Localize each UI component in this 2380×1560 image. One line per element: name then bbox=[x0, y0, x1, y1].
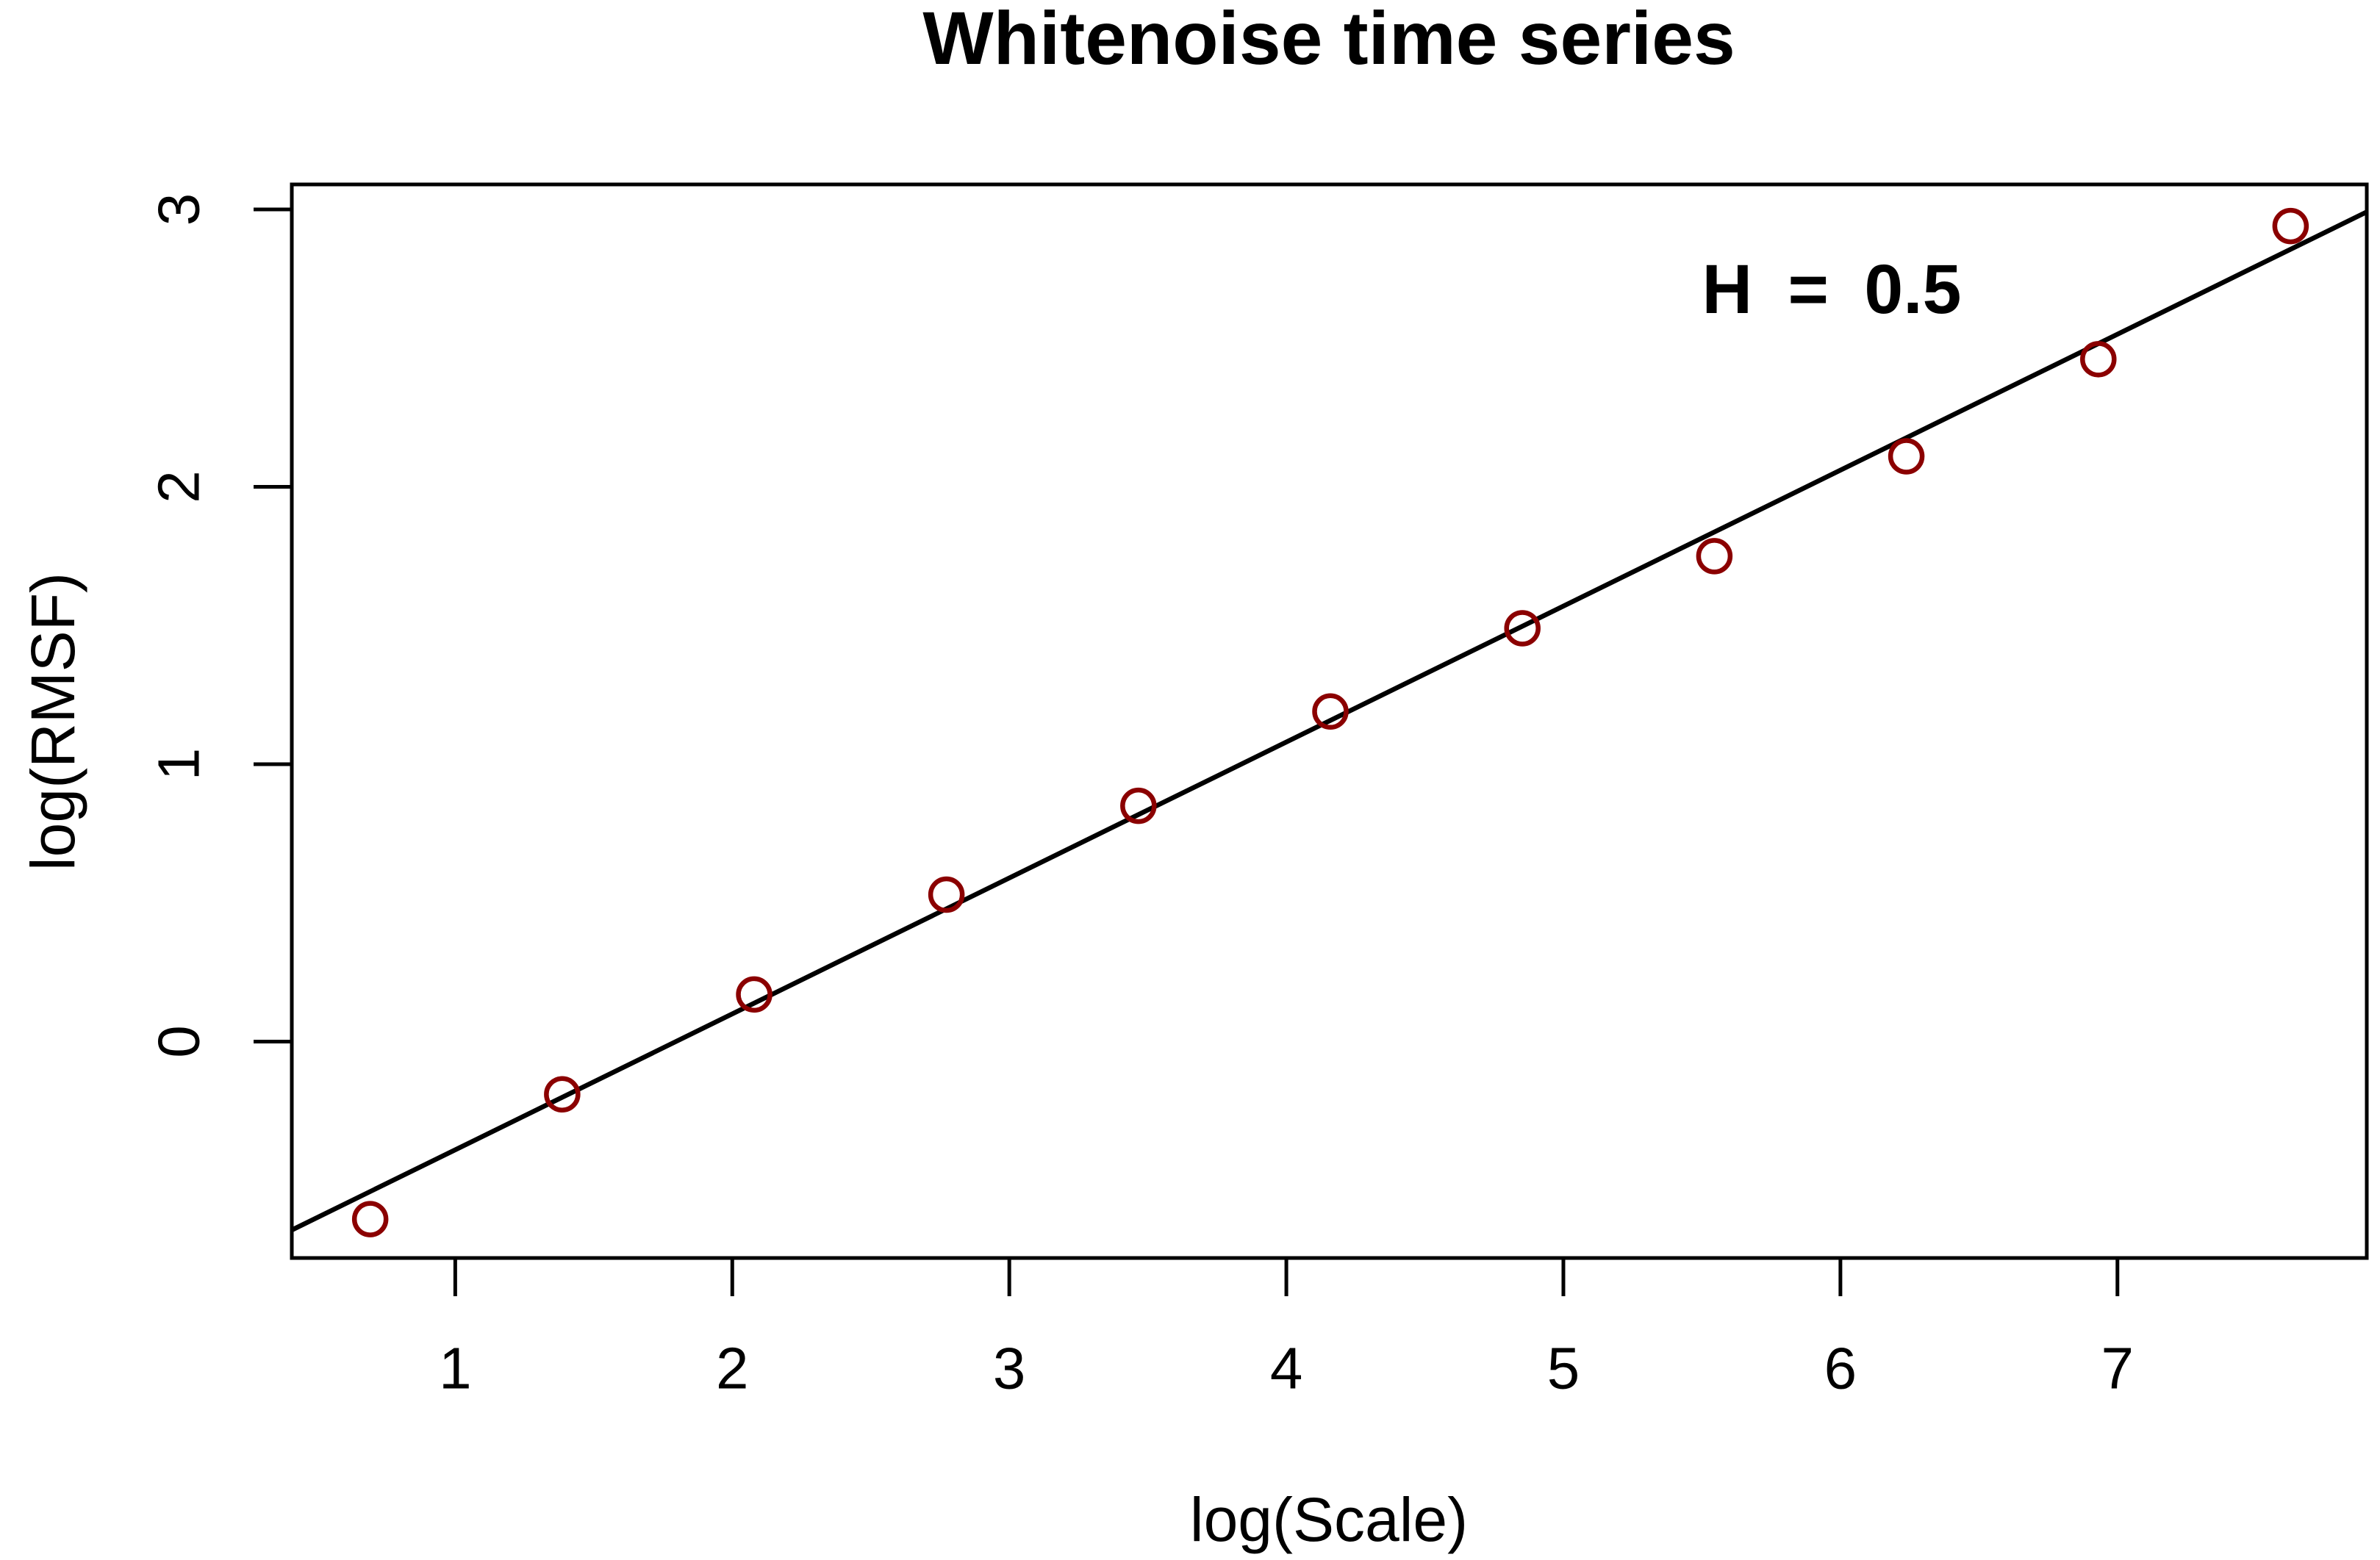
y-tick-label: 3 bbox=[146, 193, 212, 226]
data-point bbox=[544, 1076, 581, 1113]
x-axis-title: log(Scale) bbox=[1190, 1485, 1468, 1554]
data-point bbox=[736, 976, 773, 1013]
data-point bbox=[1120, 787, 1157, 824]
data-point bbox=[351, 1201, 389, 1237]
y-tick-label: 2 bbox=[146, 470, 212, 503]
y-tick-label: 0 bbox=[146, 1025, 212, 1058]
chart-title: Whitenoise time series bbox=[922, 0, 1735, 80]
x-tick-label: 3 bbox=[993, 1336, 1026, 1401]
data-point bbox=[1312, 693, 1349, 730]
fit-line bbox=[290, 209, 2368, 1232]
data-point bbox=[2080, 341, 2117, 378]
x-tick-label: 4 bbox=[1270, 1336, 1303, 1401]
y-axis-title: log(RMSF) bbox=[18, 572, 87, 871]
x-tick-label: 2 bbox=[716, 1336, 749, 1401]
plot-box bbox=[290, 182, 2369, 1260]
x-tick-label: 5 bbox=[1547, 1336, 1580, 1401]
data-points bbox=[351, 207, 2309, 1237]
data-point bbox=[2272, 207, 2309, 245]
x-axis-ticks: 1 2 3 4 5 6 7 bbox=[439, 1258, 2134, 1401]
x-tick-label: 1 bbox=[439, 1336, 472, 1401]
x-tick-label: 7 bbox=[2101, 1336, 2135, 1401]
y-axis-ticks: 0 1 2 3 bbox=[146, 193, 292, 1058]
data-point bbox=[1696, 538, 1733, 575]
data-point bbox=[928, 876, 965, 913]
hurst-annotation: H = 0.5 bbox=[1702, 251, 1962, 328]
x-tick-label: 6 bbox=[1824, 1336, 1857, 1401]
data-point bbox=[1888, 438, 1925, 475]
data-point bbox=[1504, 610, 1541, 647]
y-tick-label: 1 bbox=[146, 748, 212, 781]
